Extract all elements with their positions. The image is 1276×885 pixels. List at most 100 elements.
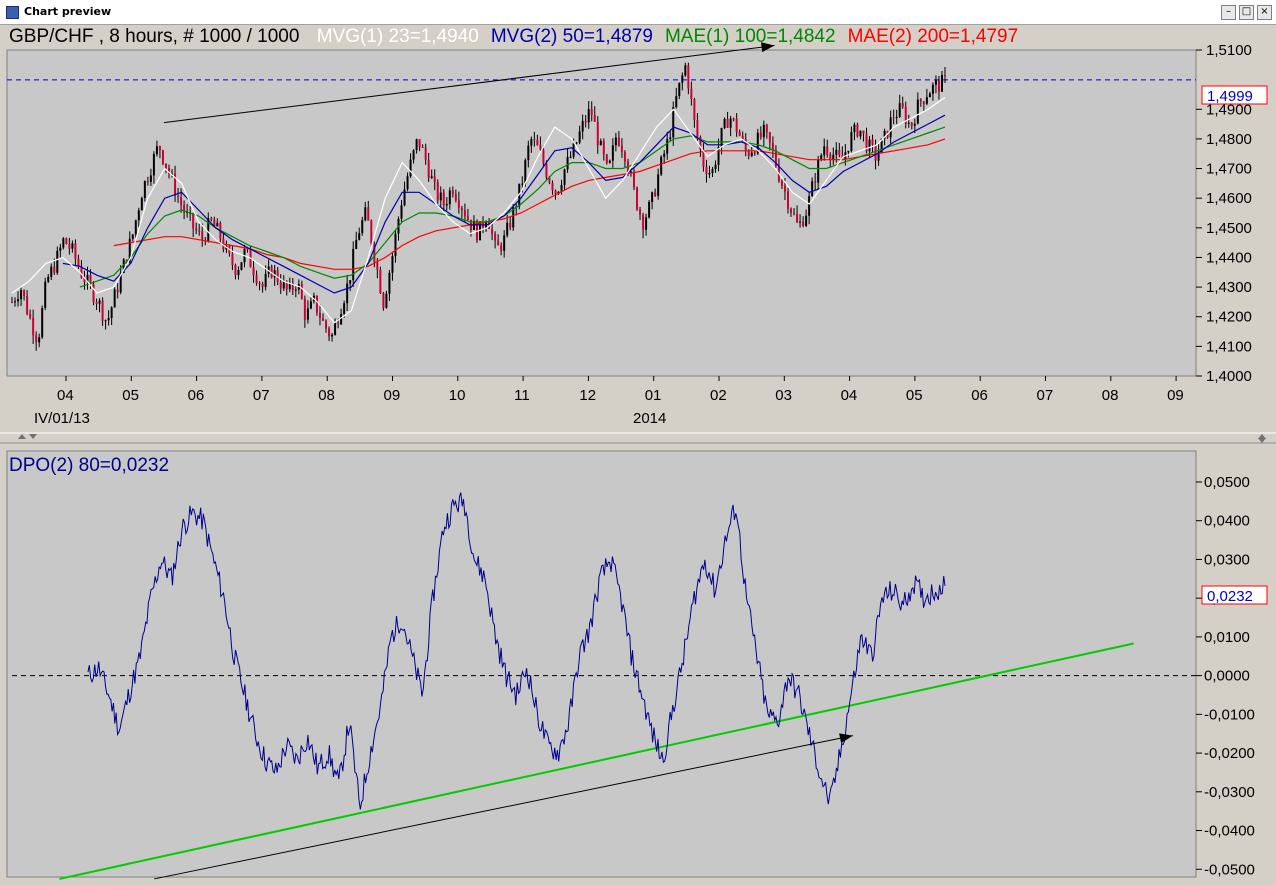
time-tick-label: 03 [775,387,792,404]
candle [155,140,158,157]
candle [602,138,605,161]
candle [533,131,536,147]
candle [98,298,101,313]
candle [119,265,122,295]
candle [334,318,337,336]
candle [439,186,442,209]
price-tick-label: 1,4900 [1206,101,1252,118]
candle [68,237,71,255]
candle [454,189,457,203]
candle [675,87,678,109]
candle [195,222,198,235]
candle [799,214,802,228]
collapse-down-icon[interactable] [29,434,37,439]
candle [916,92,919,125]
start-date-label: IV/01/13 [34,410,90,427]
candle [732,117,735,122]
candle [367,200,370,221]
candle [563,168,566,191]
minimize-button[interactable]: – [1221,5,1236,20]
expand-down-icon[interactable] [1258,438,1266,443]
dpo-tick-label: 0,0100 [1204,629,1250,646]
candle [771,136,774,159]
maximize-button[interactable]: □ [1239,5,1254,20]
candle [309,297,312,310]
candle [587,101,590,129]
candle [318,304,321,326]
candle [231,245,234,271]
candle [41,305,44,339]
candle [164,163,167,174]
candle [92,281,95,306]
candle [889,110,892,144]
candle [38,333,41,348]
candle [448,187,451,210]
candle [750,146,753,158]
candle [201,223,204,247]
candle [850,126,853,153]
candle [596,116,599,154]
mvg2-line [62,114,946,294]
candle [729,115,732,137]
candle [503,230,506,258]
candle [811,177,814,197]
candle [83,270,86,290]
candle [261,281,264,293]
dpo-tick-label: -0,0100 [1204,706,1255,723]
candle [192,212,195,238]
price-plot-area [7,42,1196,351]
candle [343,300,346,318]
candle [152,151,155,184]
candle [768,131,771,151]
candle [904,101,907,129]
dpo-tick-label: 0,0000 [1204,668,1250,685]
time-tick-label: 02 [710,387,727,404]
candle [71,240,74,253]
expand-up-icon[interactable] [1258,434,1266,439]
candle [258,281,261,291]
candle [636,186,639,211]
candle [210,216,213,222]
dpo-line [87,492,946,810]
candle [693,97,696,128]
green-trend-line [59,642,1134,880]
candle [264,265,267,291]
time-tick-label: 05 [906,387,923,404]
candle [500,242,503,256]
candle [859,130,862,140]
candle [720,127,723,155]
candle [581,114,584,140]
candle [826,139,829,158]
dpo-plot-area [12,492,1196,880]
candle [705,159,708,183]
candle [140,196,143,211]
upper-trend-arrow [163,45,775,124]
price-tick-label: 1,4000 [1206,368,1252,385]
candle [430,169,433,179]
candle [651,191,654,210]
price-axis: 1,5100 1,4900 1,4800 1,4700 1,4600 1,4500 1,44… [1196,42,1252,385]
candle [358,227,361,241]
candle [382,291,385,311]
candle [512,204,515,232]
close-button[interactable]: × [1257,5,1272,20]
candle [762,120,765,146]
time-axis: 04 05 06 07 08 09 10 11 12 01 02 03 04 05 06 07 08 09 IV/0… [34,376,1184,427]
candle [466,208,469,221]
candle [149,168,152,186]
candle [213,216,216,227]
candle [409,153,412,178]
time-tick-label: 01 [645,387,662,404]
collapse-up-icon[interactable] [18,434,26,439]
candle [910,121,913,130]
candle [74,239,77,267]
candle [400,199,403,223]
time-tick-label: 05 [122,387,139,404]
mae2-label: MAE(2) 200=1,4797 [848,26,1019,47]
panel-splitter[interactable] [0,428,1276,448]
candle [551,180,554,195]
candle [325,319,328,333]
price-tick-label: 1,4400 [1206,249,1252,266]
dpo-chart-title: DPO(2) 80=0,0232 [9,455,169,476]
time-tick-label: 07 [1037,387,1054,404]
